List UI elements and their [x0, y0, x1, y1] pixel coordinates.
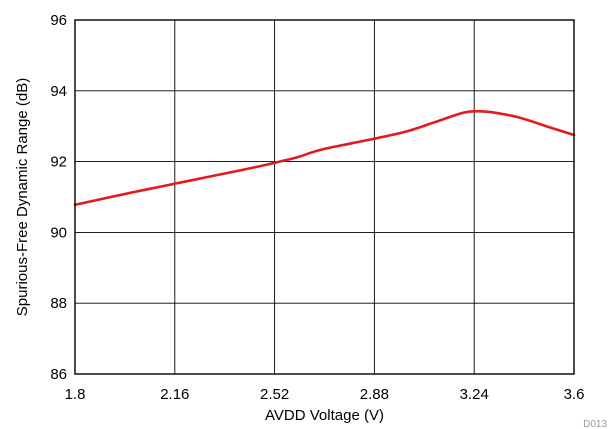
y-tick-label: 94 — [50, 83, 67, 100]
series-layer — [73, 109, 576, 207]
grid — [74, 19, 575, 375]
x-axis-ticks: 1.8 2.16 2.52 2.88 3.24 3.6 — [65, 386, 585, 403]
x-tick-label: 3.24 — [460, 386, 489, 403]
y-tick-label: 88 — [50, 295, 67, 312]
series-line — [73, 109, 576, 207]
x-tick-label: 2.16 — [160, 386, 189, 403]
x-tick-label: 2.88 — [360, 386, 389, 403]
figure-id-label: D013 — [583, 419, 607, 429]
x-axis-label: AVDD Voltage (V) — [265, 407, 384, 424]
x-tick-label: 3.6 — [564, 386, 585, 403]
x-tick-label: 2.52 — [260, 386, 289, 403]
y-tick-label: 96 — [50, 12, 67, 29]
x-tick-label: 1.8 — [65, 386, 86, 403]
y-axis-label: Spurious-Free Dynamic Range (dB) — [14, 78, 31, 316]
y-tick-label: 92 — [50, 154, 67, 171]
y-axis-ticks: 86 88 90 92 94 96 — [50, 12, 67, 383]
y-tick-label: 90 — [50, 224, 67, 241]
y-tick-label: 86 — [50, 366, 67, 383]
plot-frame — [74, 19, 575, 375]
